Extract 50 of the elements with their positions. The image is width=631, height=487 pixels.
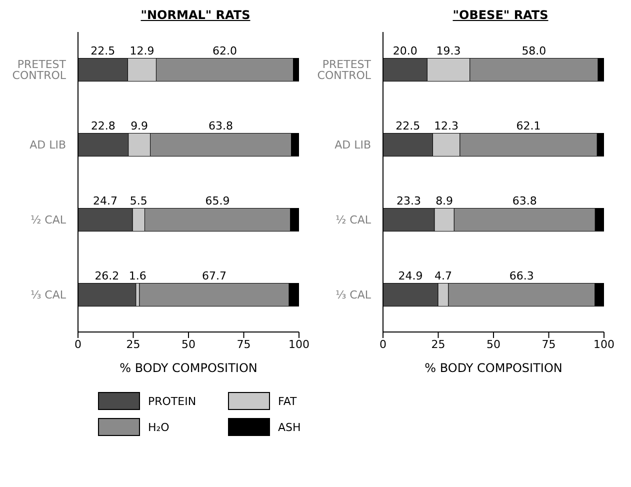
data-label: 63.8	[512, 194, 537, 208]
x-tick-label: 75	[236, 338, 251, 351]
data-label: 1.6	[128, 269, 146, 282]
data-label: 5.5	[130, 194, 148, 208]
data-label: 67.7	[202, 269, 226, 282]
data-label: 12.9	[130, 44, 154, 58]
data-label: 4.7	[434, 269, 452, 282]
x-axis-title: % BODY COMPOSITION	[424, 361, 562, 375]
data-label: 19.3	[436, 44, 461, 58]
legend-label: H₂O	[148, 420, 170, 434]
x-tick-label: 25	[431, 338, 446, 351]
y-tick-label: PRETEST CONTROL	[12, 58, 67, 82]
data-label: 23.3	[396, 194, 421, 208]
data-label: 63.8	[208, 119, 234, 132]
data-label: 65.9	[205, 194, 230, 208]
y-tick-label: AD LIB	[334, 138, 371, 152]
legend-label: PROTEIN	[148, 394, 196, 408]
x-tick-label: 0	[380, 338, 386, 351]
x-tick-label: 100	[594, 338, 614, 351]
x-axis-title: % BODY COMPOSITION	[120, 361, 258, 375]
data-label: 22.5	[396, 119, 420, 132]
x-tick-label: 0	[74, 338, 82, 351]
chart-title: "NORMAL" RATS	[140, 8, 252, 22]
x-tick-label: 50	[182, 338, 196, 351]
data-label: 24.9	[398, 269, 423, 282]
data-label: 58.0	[522, 44, 546, 58]
data-label: 9.9	[130, 119, 148, 132]
data-label: 24.7	[93, 194, 118, 208]
y-tick-label: PRETEST CONTROL	[317, 58, 372, 82]
data-label: 12.3	[434, 119, 459, 132]
data-label: 8.9	[436, 194, 454, 208]
y-tick-label: ½ CAL	[30, 213, 67, 226]
data-label: 66.3	[509, 269, 534, 282]
x-tick-label: 100	[288, 338, 310, 351]
data-label: 22.5	[90, 44, 116, 58]
data-label: 20.0	[392, 44, 418, 58]
data-label: 62.1	[516, 119, 541, 132]
legend-label: ASH	[278, 420, 301, 434]
y-tick-label: AD LIB	[30, 138, 66, 152]
legend-label: FAT	[278, 394, 297, 408]
x-tick-label: 75	[542, 338, 556, 351]
y-tick-label: ⅓ CAL	[30, 288, 67, 302]
x-tick-label: 50	[486, 338, 500, 351]
data-label: 22.8	[90, 119, 116, 132]
data-label: 62.0	[212, 44, 237, 58]
data-label: 26.2	[94, 269, 120, 282]
y-tick-label: ⅓ CAL	[336, 288, 372, 302]
chart-title: "OBESE" RATS	[452, 8, 550, 22]
y-tick-label: ½ CAL	[336, 213, 372, 226]
x-tick-label: 25	[126, 338, 140, 351]
